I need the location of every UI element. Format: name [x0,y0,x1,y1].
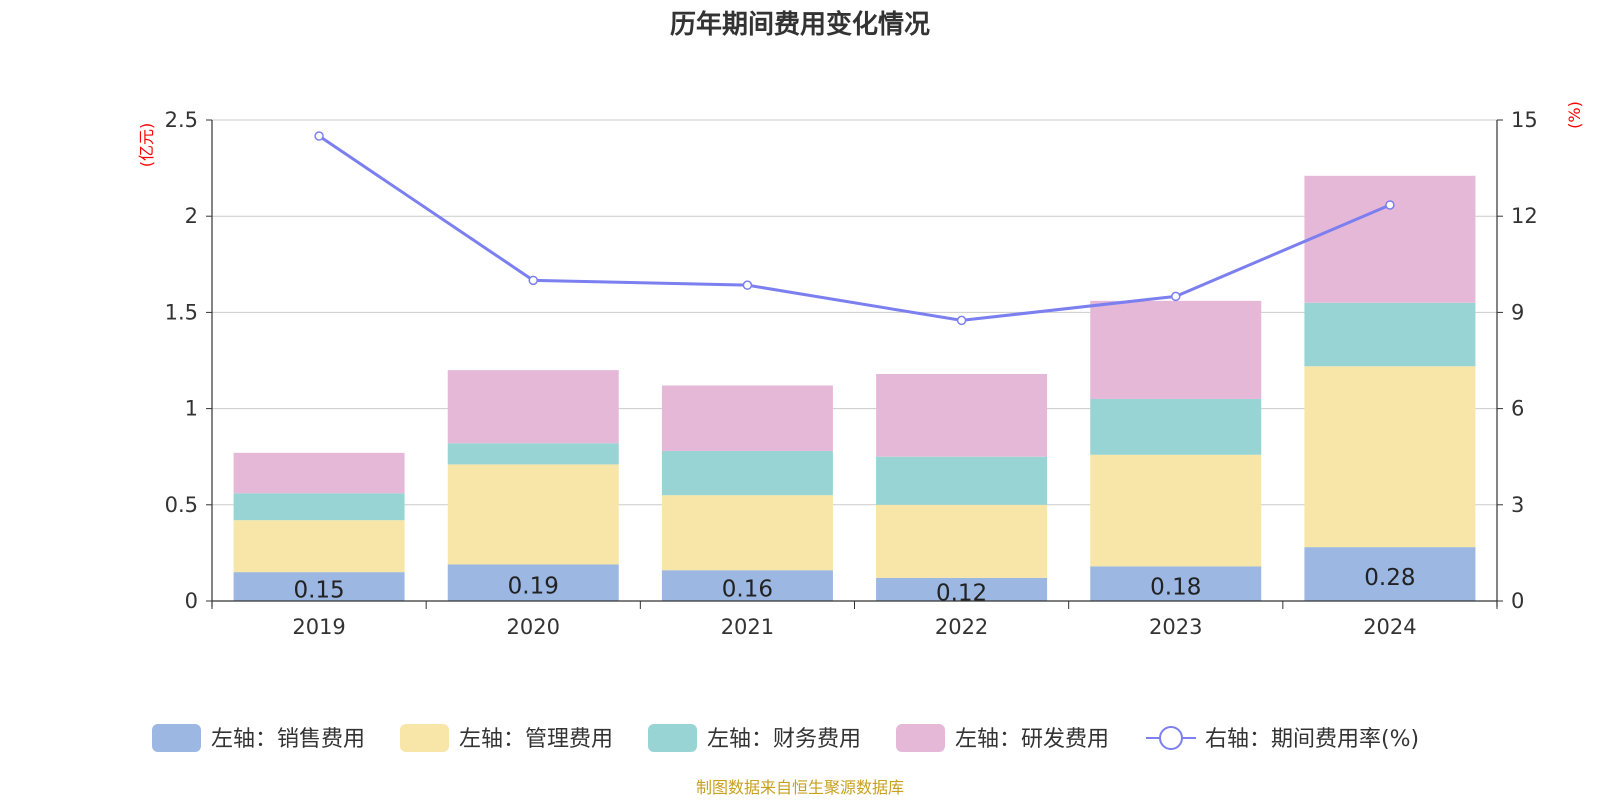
left-axis-tick-label: 0 [185,589,198,613]
bar-segment [876,456,1048,505]
x-axis-tick-label: 2021 [721,615,774,639]
right-axis-tick-label: 12 [1511,204,1538,228]
line-series-point [528,275,538,286]
bar-segment [1090,300,1262,399]
legend-label: 左轴：研发费用 [955,727,1109,752]
right-axis-tick-label: 3 [1511,493,1524,517]
bar-segment [1304,175,1476,303]
line-series-path [318,134,1391,322]
right-axis-unit-label: (%) [1565,101,1584,129]
right-axis-tick-label: 0 [1511,589,1524,613]
right-axis-tick-label: 6 [1511,397,1524,421]
legend-label: 左轴：财务费用 [707,727,861,752]
bar-segment [1304,302,1476,367]
bar-segment [447,370,619,444]
bar-data-label: 0.16 [722,577,773,603]
bar-segment [1304,547,1476,601]
bar-segment [233,493,405,521]
left-axis-tick-label: 2.5 [165,108,198,132]
bar-segment [661,385,833,451]
bar-segment [233,452,405,494]
right-axis-tick-label: 9 [1511,300,1524,324]
bar-segment [661,450,833,496]
legend-label: 左轴：管理费用 [459,727,613,752]
left-axis-tick-label: 1.5 [165,300,198,324]
bar-segment [876,504,1048,578]
bar-segment [447,443,619,465]
line-series-point [742,280,753,290]
bar-segment [233,520,405,573]
bar-segment [447,564,619,601]
line-series-point [1171,291,1181,302]
line-series-point [1385,200,1395,210]
left-axis-tick-label: 1 [185,397,198,421]
bar-data-label: 0.12 [936,580,987,606]
x-axis-tick-label: 2023 [1149,615,1202,639]
x-axis-tick-label: 2019 [292,615,345,639]
bar-segment [876,373,1048,457]
bar-data-label: 0.18 [1150,575,1201,601]
legend-swatch [896,724,945,752]
x-axis-tick-label: 2022 [935,615,988,639]
left-axis-unit-label: (亿元) [137,123,156,168]
bar-segment [661,570,833,601]
right-axis-tick-label: 15 [1511,108,1538,132]
legend-label: 左轴：销售费用 [211,727,365,752]
left-axis-tick-label: 0.5 [165,493,198,517]
line-series-point [956,315,967,326]
left-axis-tick-label: 2 [185,204,198,228]
bar-segment [1090,398,1262,455]
bar-segment [1090,454,1262,567]
bar-data-label: 0.28 [1364,565,1415,591]
source-note: 制图数据来自恒生聚源数据库 [695,778,904,797]
legend-swatch [152,724,201,752]
bar-segment [233,572,405,601]
bar-segment [876,577,1048,601]
legend-label: 右轴：期间费用率(%) [1205,727,1419,752]
bar-segment [661,495,833,571]
bar-segment [1304,366,1476,548]
x-axis-tick-label: 2024 [1363,615,1416,639]
legend-swatch [648,724,697,752]
bar-data-label: 0.15 [293,578,344,604]
x-axis-tick-label: 2020 [507,615,560,639]
bar-segment [447,464,619,565]
chart-title: 历年期间费用变化情况 [669,10,930,40]
legend-circle-marker [1159,726,1183,750]
bar-segment [1090,566,1262,601]
bar-data-label: 0.19 [508,574,559,600]
legend-swatch [400,724,449,752]
line-series-point [314,131,324,141]
